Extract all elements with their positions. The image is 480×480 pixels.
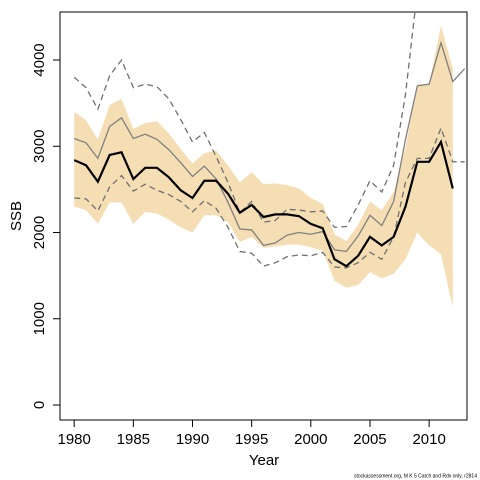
y-axis-label: SSB <box>8 201 25 231</box>
x-tick-label: 1985 <box>117 431 150 448</box>
series-line <box>73 139 454 268</box>
confidence-band <box>74 25 453 308</box>
series-line <box>73 12 416 229</box>
x-tick-label: 2000 <box>294 431 327 448</box>
y-tick-label: 4000 <box>31 43 48 76</box>
footnote: stockassessment.org, M K 5 Catch and Rdx… <box>354 473 477 479</box>
x-tick-label: 2010 <box>412 431 445 448</box>
series-line <box>73 40 466 253</box>
plot-frame <box>59 11 468 421</box>
x-tick-label: 1995 <box>235 431 268 448</box>
x-axis-label: Year <box>249 452 279 469</box>
y-tick-label: 1000 <box>31 302 48 335</box>
y-tick-label: 2000 <box>31 216 48 249</box>
x-tick-label: 2005 <box>353 431 386 448</box>
series-line <box>74 126 465 269</box>
x-tick-label: 1990 <box>176 431 209 448</box>
plot-area <box>73 12 466 308</box>
y-tick-label: 0 <box>31 401 48 409</box>
y-tick-label: 3000 <box>31 130 48 163</box>
x-tick-label: 1980 <box>58 431 91 448</box>
